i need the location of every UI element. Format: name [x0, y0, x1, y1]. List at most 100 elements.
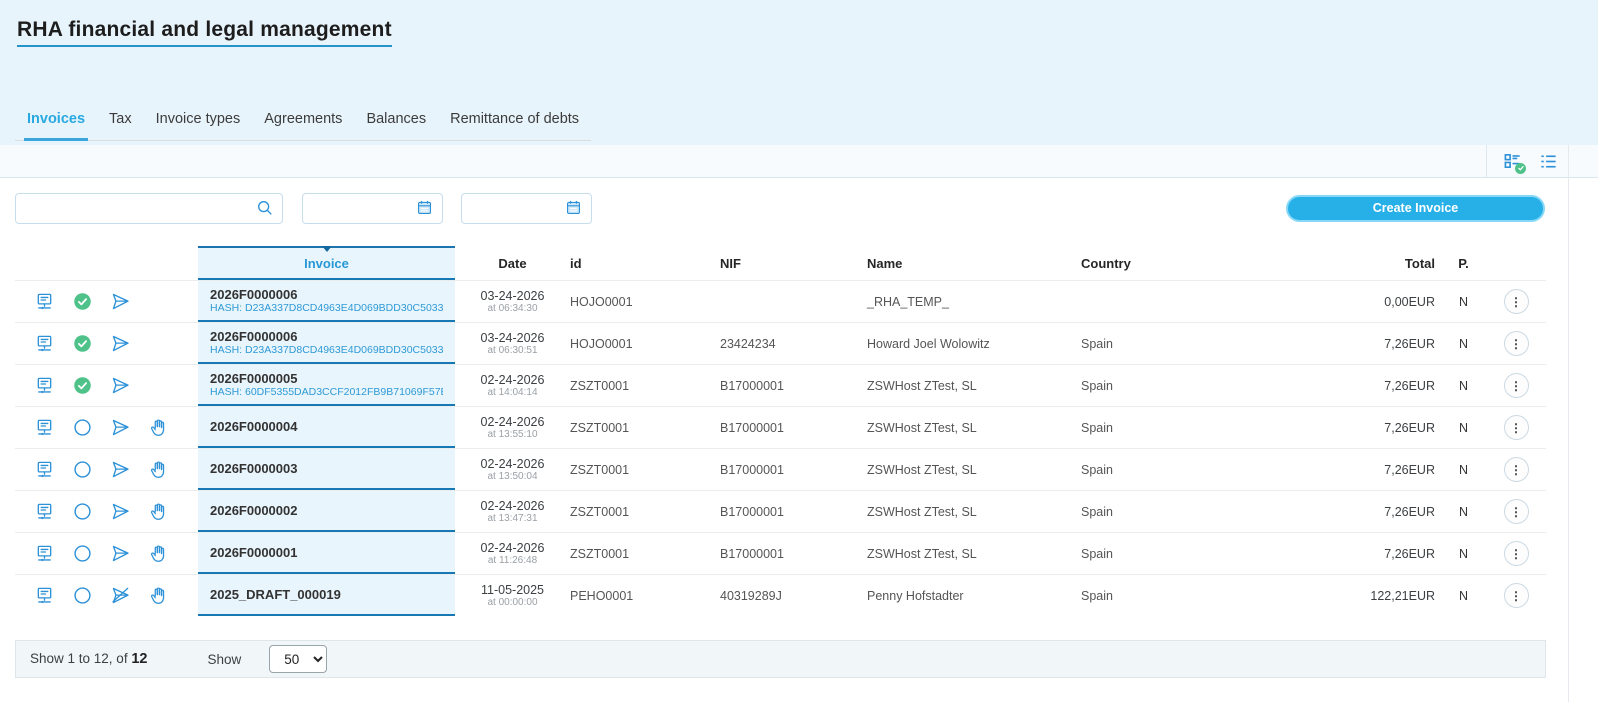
client-nif: B17000001: [720, 420, 784, 435]
invoice-p-flag: N: [1458, 462, 1469, 477]
tab-remittance-of-debts[interactable]: Remittance of debts: [450, 111, 580, 127]
invoice-cell: 2025_DRAFT_000019: [198, 575, 455, 616]
row-menu-button[interactable]: ⋮: [1503, 499, 1529, 524]
header-menu-spacer: [1486, 246, 1546, 280]
page-title: RHA financial and legal management: [17, 18, 392, 47]
send-icon[interactable]: [111, 334, 130, 353]
send-icon[interactable]: [111, 460, 130, 479]
tab-invoice-types[interactable]: Invoice types: [155, 111, 241, 127]
invoice-total: 122,21EUR: [1370, 588, 1435, 603]
header-total: Total: [1404, 255, 1435, 271]
client-id: ZSZT0001: [570, 420, 630, 435]
row-menu-button[interactable]: ⋮: [1503, 415, 1529, 440]
send-icon[interactable]: [111, 544, 130, 563]
header-date: Date: [498, 255, 527, 271]
row-actions: [15, 323, 198, 364]
page-size-select[interactable]: 50: [269, 645, 328, 673]
list-view-icon[interactable]: [1539, 152, 1558, 171]
calendar-icon[interactable]: [416, 199, 434, 217]
invoice-cell: 2026F0000006 HASH: D23A337D8CD4963E4D069…: [198, 323, 455, 364]
invoice-p-flag: N: [1458, 378, 1469, 393]
send-icon[interactable]: [111, 376, 130, 395]
hand-icon[interactable]: [149, 586, 168, 605]
hand-icon[interactable]: [149, 502, 168, 521]
invoice-cell: 2026F0000003: [198, 449, 455, 490]
invoice-total: 7,26EUR: [1384, 378, 1435, 393]
client-id: ZSZT0001: [570, 504, 630, 519]
status-validated-icon: [73, 334, 92, 353]
client-id: ZSZT0001: [570, 462, 630, 477]
range-total: 12: [131, 651, 148, 667]
monitor-icon[interactable]: [35, 292, 54, 311]
client-nif: B17000001: [720, 462, 784, 477]
row-menu-button[interactable]: ⋮: [1503, 331, 1529, 356]
table-row: 2026F0000004 02-24-2026 at 13:55:10 ZSZT…: [15, 406, 1546, 448]
create-invoice-button[interactable]: Create Invoice: [1286, 194, 1545, 222]
calendar-icon[interactable]: [565, 199, 583, 217]
invoice-date: 03-24-2026: [480, 289, 545, 303]
invoice-date: 02-24-2026: [480, 541, 545, 555]
client-name: ZSWHost ZTest, SL: [867, 462, 977, 477]
tab-balances[interactable]: Balances: [366, 111, 427, 127]
client-country: Spain: [1081, 546, 1113, 561]
status-pending-icon: [73, 418, 92, 437]
monitor-icon[interactable]: [35, 544, 54, 563]
right-edge-divider: [1568, 145, 1569, 702]
client-country: [1081, 281, 1311, 322]
toolbar: Create Invoice: [15, 192, 1545, 224]
invoice-total: 7,26EUR: [1384, 462, 1435, 477]
row-menu-button[interactable]: ⋮: [1503, 457, 1529, 482]
invoice-total: 0,00EUR: [1384, 294, 1435, 309]
row-menu-button[interactable]: ⋮: [1503, 289, 1529, 314]
row-menu-button[interactable]: ⋮: [1503, 373, 1529, 398]
hand-icon[interactable]: [149, 544, 168, 563]
client-id: ZSZT0001: [570, 546, 630, 561]
tab-invoices[interactable]: Invoices: [24, 111, 89, 141]
tab-tax[interactable]: Tax: [109, 111, 132, 127]
client-name: ZSWHost ZTest, SL: [867, 420, 977, 435]
hand-icon[interactable]: [149, 460, 168, 479]
client-name: Howard Joel Wolowitz: [867, 336, 990, 351]
client-name: Penny Hofstadter: [867, 588, 964, 603]
monitor-icon[interactable]: [35, 502, 54, 521]
monitor-icon[interactable]: [35, 376, 54, 395]
table-row: 2026F0000006 HASH: D23A337D8CD4963E4D069…: [15, 280, 1546, 322]
monitor-icon[interactable]: [35, 460, 54, 479]
client-country: Spain: [1081, 336, 1113, 351]
row-menu-button[interactable]: ⋮: [1503, 541, 1529, 566]
search-input[interactable]: [16, 193, 282, 223]
client-nif: 23424234: [720, 336, 776, 351]
send-icon[interactable]: [111, 418, 130, 437]
hand-icon[interactable]: [149, 418, 168, 437]
invoice-cell: 2026F0000006 HASH: D23A337D8CD4963E4D069…: [198, 281, 455, 322]
header-invoice[interactable]: Invoice: [198, 246, 455, 280]
monitor-icon[interactable]: [35, 418, 54, 437]
invoice-cell: 2026F0000002: [198, 491, 455, 532]
monitor-icon[interactable]: [35, 334, 54, 353]
date-cell: 03-24-2026 at 06:30:51: [455, 323, 570, 364]
send-icon[interactable]: [111, 586, 130, 605]
monitor-icon[interactable]: [35, 586, 54, 605]
row-actions: [15, 533, 198, 574]
range-label: Show 1 to 12, of: [30, 651, 128, 666]
client-name: ZSWHost ZTest, SL: [867, 546, 977, 561]
client-name: ZSWHost ZTest, SL: [867, 378, 977, 393]
status-pending-icon: [73, 502, 92, 521]
send-icon[interactable]: [111, 502, 130, 521]
menu-cell: ⋮: [1486, 449, 1546, 490]
invoice-number: 2026F0000006: [210, 287, 298, 302]
invoice-p-flag: N: [1458, 336, 1469, 351]
invoice-time: at 14:04:14: [487, 387, 538, 398]
tab-agreements[interactable]: Agreements: [264, 111, 343, 127]
invoice-p-flag: N: [1458, 588, 1469, 603]
table-row: 2026F0000001 02-24-2026 at 11:26:48 ZSZT…: [15, 532, 1546, 574]
invoice-total: 7,26EUR: [1384, 546, 1435, 561]
send-icon[interactable]: [111, 292, 130, 311]
invoice-p-flag: N: [1458, 294, 1469, 309]
date-to-box: [461, 192, 592, 224]
row-menu-button[interactable]: ⋮: [1503, 583, 1529, 608]
menu-cell: ⋮: [1486, 575, 1546, 616]
card-view-icon[interactable]: [1503, 152, 1526, 174]
status-validated-icon: [73, 292, 92, 311]
search-box: [15, 192, 283, 224]
